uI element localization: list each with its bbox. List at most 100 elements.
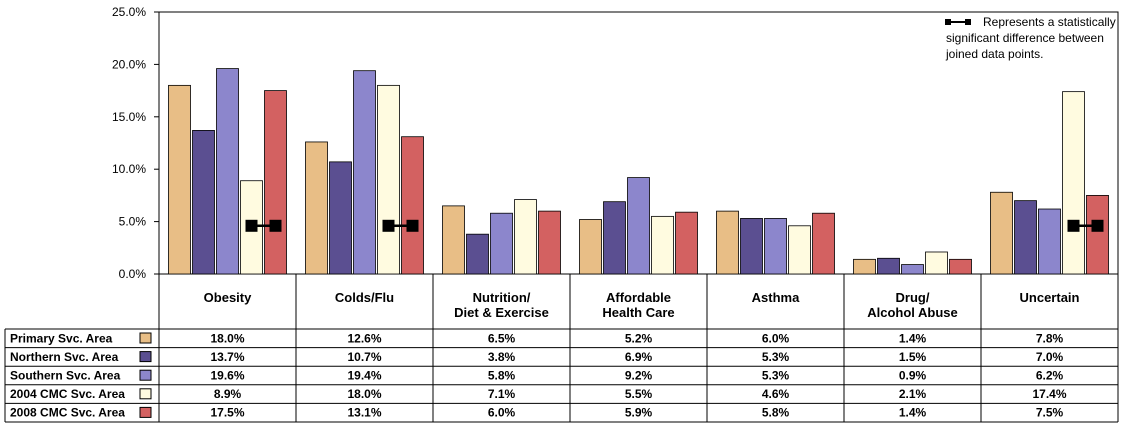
row-label: Primary Svc. Area	[10, 331, 113, 345]
legend-swatch	[139, 332, 152, 344]
bar	[538, 210, 561, 275]
legend-swatch	[139, 351, 152, 363]
bar	[740, 218, 763, 275]
bar	[514, 199, 537, 275]
y-tick-label: 15.0%	[112, 110, 146, 124]
table-cell: 17.5%	[210, 406, 244, 420]
bar	[264, 90, 287, 275]
bar	[764, 218, 787, 275]
table-cell: 5.5%	[625, 387, 653, 401]
category-label: Alcohol Abuse	[867, 305, 958, 320]
row-label: 2008 CMC Svc. Area	[10, 406, 125, 420]
table-cell: 5.3%	[762, 369, 790, 383]
legend-marker	[945, 19, 951, 25]
category-label: Nutrition/	[473, 290, 531, 305]
bar	[949, 258, 972, 275]
y-tick-label: 0.0%	[119, 267, 147, 281]
bar	[716, 210, 739, 275]
significance-marker	[269, 219, 282, 232]
table-cell: 6.0%	[762, 331, 790, 345]
bar	[603, 201, 626, 275]
legend-text: Represents a statistically	[983, 15, 1116, 29]
table-cell: 5.9%	[625, 406, 653, 420]
category-label: Uncertain	[1020, 290, 1080, 305]
bar	[353, 70, 376, 275]
category-label: Drug/	[896, 290, 930, 305]
significance-marker	[382, 219, 395, 232]
table-cell: 6.5%	[488, 331, 516, 345]
table-cell: 18.0%	[210, 331, 244, 345]
table-cell: 9.2%	[625, 369, 653, 383]
bar	[216, 68, 239, 275]
table-cell: 6.2%	[1036, 369, 1064, 383]
table-cell: 1.4%	[899, 331, 927, 345]
table-cell: 1.5%	[899, 350, 927, 364]
category-label: Colds/Flu	[335, 290, 394, 305]
table-cell: 5.3%	[762, 350, 790, 364]
table-cell: 2.1%	[899, 387, 927, 401]
legend-text: significant difference between	[946, 31, 1104, 45]
category-label: Affordable	[606, 290, 671, 305]
table-cell: 19.6%	[210, 369, 244, 383]
bar	[329, 161, 352, 275]
table-cell: 19.4%	[347, 369, 381, 383]
table-cell: 1.4%	[899, 406, 927, 420]
legend-marker	[965, 19, 971, 25]
row-label: 2004 CMC Svc. Area	[10, 387, 125, 401]
y-tick-label: 25.0%	[112, 5, 146, 19]
legend-swatch	[139, 369, 152, 381]
table-cell: 0.9%	[899, 369, 927, 383]
table-cell: 12.6%	[347, 331, 381, 345]
y-tick-label: 5.0%	[119, 215, 147, 229]
bar	[466, 233, 489, 275]
table-cell: 13.1%	[347, 406, 381, 420]
bar	[377, 84, 400, 275]
significance-marker	[1091, 219, 1104, 232]
bar	[925, 251, 948, 275]
table-cell: 18.0%	[347, 387, 381, 401]
bar	[990, 191, 1013, 275]
table-cell: 6.0%	[488, 406, 516, 420]
significance-marker	[245, 219, 258, 232]
bar	[1086, 194, 1109, 275]
table-cell: 7.0%	[1036, 350, 1064, 364]
bar	[401, 136, 424, 275]
table-cell: 4.6%	[762, 387, 790, 401]
table-cell: 13.7%	[210, 350, 244, 364]
bar	[627, 177, 650, 275]
table-cell: 10.7%	[347, 350, 381, 364]
category-label: Diet & Exercise	[454, 305, 549, 320]
category-label: Health Care	[602, 305, 674, 320]
bar	[788, 225, 811, 275]
y-tick-label: 10.0%	[112, 162, 146, 176]
legend-swatch	[139, 388, 152, 400]
table-cell: 5.8%	[488, 369, 516, 383]
table-cell: 5.8%	[762, 406, 790, 420]
row-label: Southern Svc. Area	[10, 369, 121, 383]
category-label: Obesity	[204, 290, 252, 305]
bar	[877, 257, 900, 275]
table-cell: 3.8%	[488, 350, 516, 364]
significance-marker	[1067, 219, 1080, 232]
bar	[305, 141, 328, 275]
legend-swatch	[139, 406, 152, 418]
bar	[192, 130, 215, 275]
bar	[812, 212, 835, 275]
bar	[579, 219, 602, 275]
bar	[853, 258, 876, 275]
table-cell: 6.9%	[625, 350, 653, 364]
bar	[901, 264, 924, 275]
bar	[168, 84, 191, 275]
table-cell: 8.9%	[214, 387, 242, 401]
table-cell: 7.5%	[1036, 406, 1064, 420]
category-label: Asthma	[752, 290, 800, 305]
table-cell: 7.8%	[1036, 331, 1064, 345]
bar	[651, 215, 674, 275]
table-cell: 17.4%	[1032, 387, 1066, 401]
row-label: Northern Svc. Area	[10, 350, 119, 364]
y-tick-label: 20.0%	[112, 57, 146, 71]
table-cell: 5.2%	[625, 331, 653, 345]
bar	[442, 205, 465, 275]
bar	[675, 211, 698, 275]
